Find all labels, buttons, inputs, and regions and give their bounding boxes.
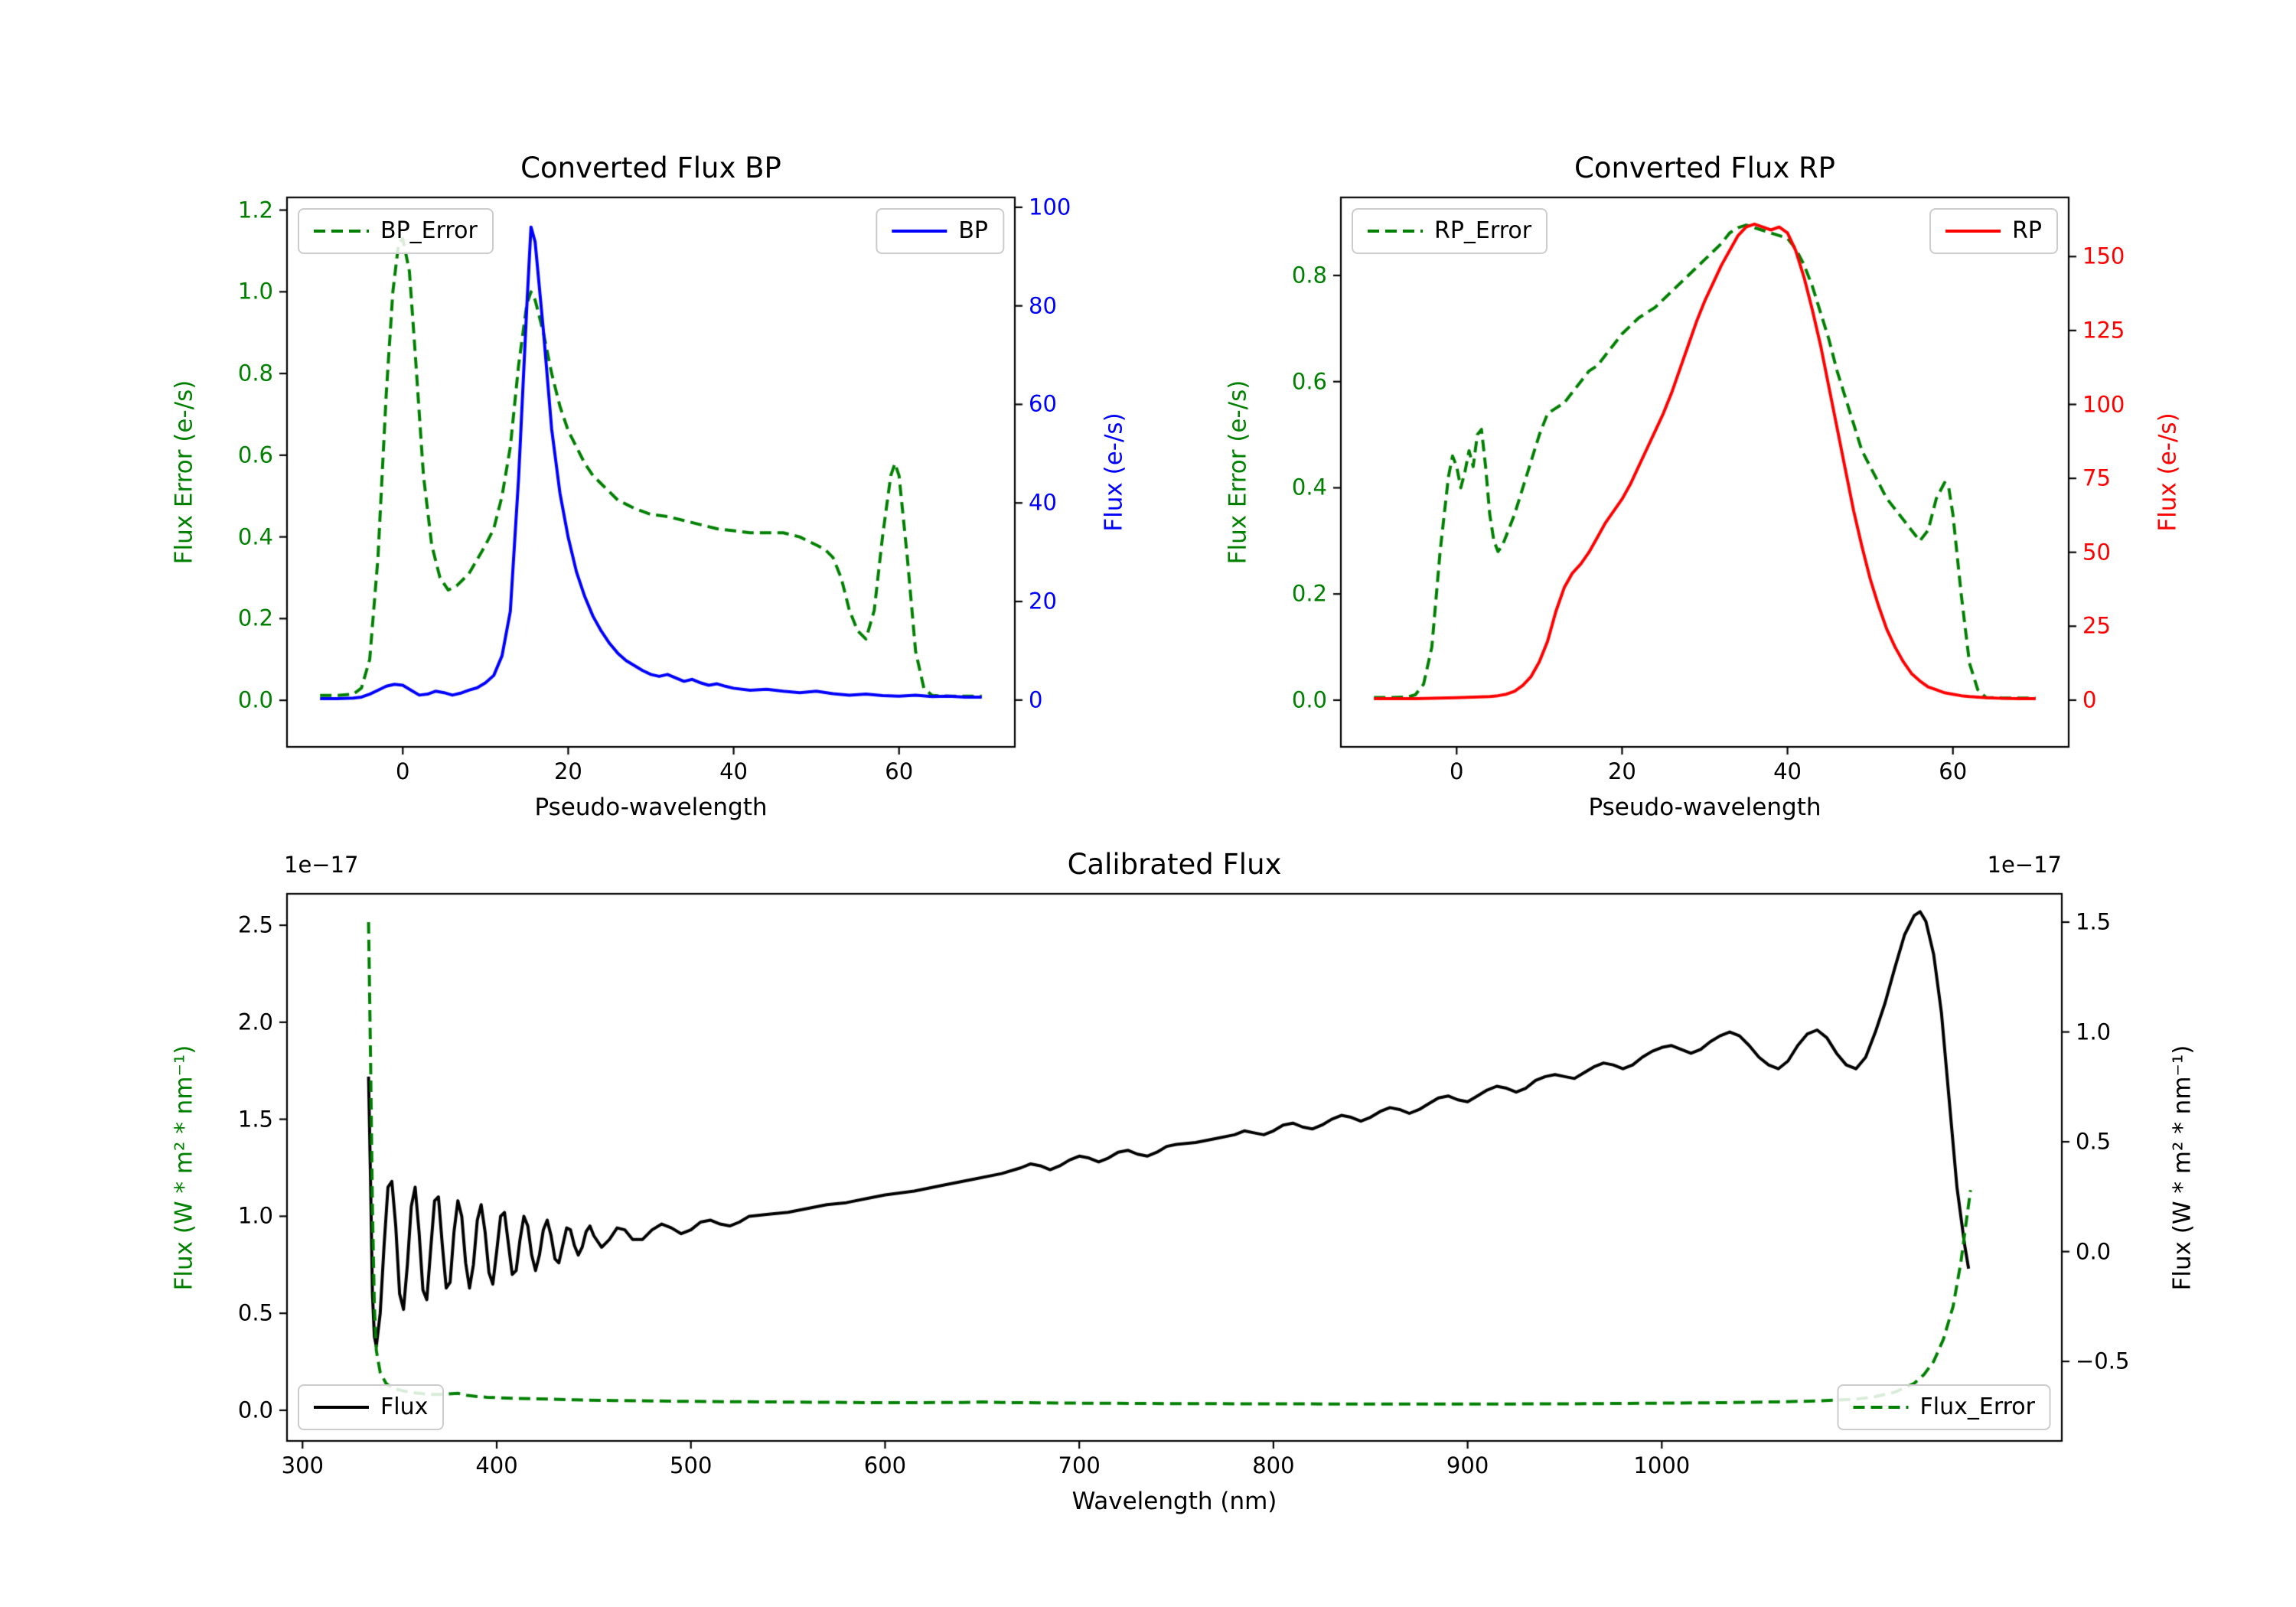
tick-label: 100 bbox=[1029, 194, 1071, 220]
tick-label: 0.2 bbox=[237, 605, 273, 631]
tick-label: 0.8 bbox=[1291, 262, 1327, 288]
tick-label: 80 bbox=[1029, 292, 1057, 319]
tick-label: 0.0 bbox=[2076, 1238, 2112, 1265]
tick-label: 100 bbox=[2082, 391, 2125, 417]
tick-label: 0.8 bbox=[237, 360, 273, 386]
tick-label: 0.2 bbox=[1291, 580, 1327, 607]
tick-label: 700 bbox=[1058, 1452, 1101, 1478]
tick-label: 1.5 bbox=[2076, 908, 2112, 935]
tick-label: 40 bbox=[1773, 758, 1802, 784]
tick-label: 0.4 bbox=[1291, 474, 1327, 500]
tick-label: 1.2 bbox=[237, 197, 273, 223]
tick-label: 1.5 bbox=[237, 1106, 273, 1133]
tick-label: 50 bbox=[2082, 539, 2111, 566]
tick-label: 500 bbox=[670, 1452, 713, 1478]
tick-label: 0.6 bbox=[237, 442, 273, 468]
tick-label: 125 bbox=[2082, 317, 2125, 344]
tick-label: 20 bbox=[553, 758, 582, 784]
tick-label: 2.5 bbox=[237, 911, 273, 938]
tick-label: 20 bbox=[1029, 588, 1057, 614]
tick-label: 0 bbox=[396, 758, 410, 784]
tick-label: 0.5 bbox=[237, 1299, 273, 1326]
tick-label: 60 bbox=[1939, 758, 1968, 784]
tick-label: 1000 bbox=[1633, 1452, 1691, 1478]
tick-label: 0.0 bbox=[237, 1397, 273, 1423]
tick-label: 0 bbox=[2082, 686, 2097, 713]
tick-label: 20 bbox=[1607, 758, 1636, 784]
tick-label: 60 bbox=[885, 758, 914, 784]
tick-label: 0.0 bbox=[237, 686, 273, 713]
tick-label: 0 bbox=[1029, 686, 1043, 713]
tick-label: 900 bbox=[1446, 1452, 1489, 1478]
tick-label: 0.5 bbox=[2076, 1128, 2112, 1155]
tick-label: 25 bbox=[2082, 612, 2111, 639]
tick-label: 40 bbox=[1029, 489, 1057, 516]
tick-label: 800 bbox=[1252, 1452, 1295, 1478]
tick-label: 150 bbox=[2082, 243, 2125, 269]
tick-label: 400 bbox=[475, 1452, 518, 1478]
tick-label: 60 bbox=[1029, 390, 1057, 417]
tick-label: 1.0 bbox=[237, 278, 273, 305]
tick-label: −0.5 bbox=[2076, 1348, 2130, 1374]
tick-label: 0.0 bbox=[1291, 686, 1327, 713]
tick-label: 0.6 bbox=[1291, 368, 1327, 395]
tick-label: 1.0 bbox=[237, 1202, 273, 1229]
tick-label: 600 bbox=[863, 1452, 907, 1478]
tick-label: 1.0 bbox=[2076, 1019, 2112, 1045]
tick-label: 75 bbox=[2082, 464, 2111, 491]
tick-label: 2.0 bbox=[237, 1009, 273, 1035]
tick-label: 0 bbox=[1450, 758, 1464, 784]
tick-label: 0.4 bbox=[237, 523, 273, 550]
tick-label: 300 bbox=[281, 1452, 324, 1478]
tick-label: 40 bbox=[719, 758, 748, 784]
